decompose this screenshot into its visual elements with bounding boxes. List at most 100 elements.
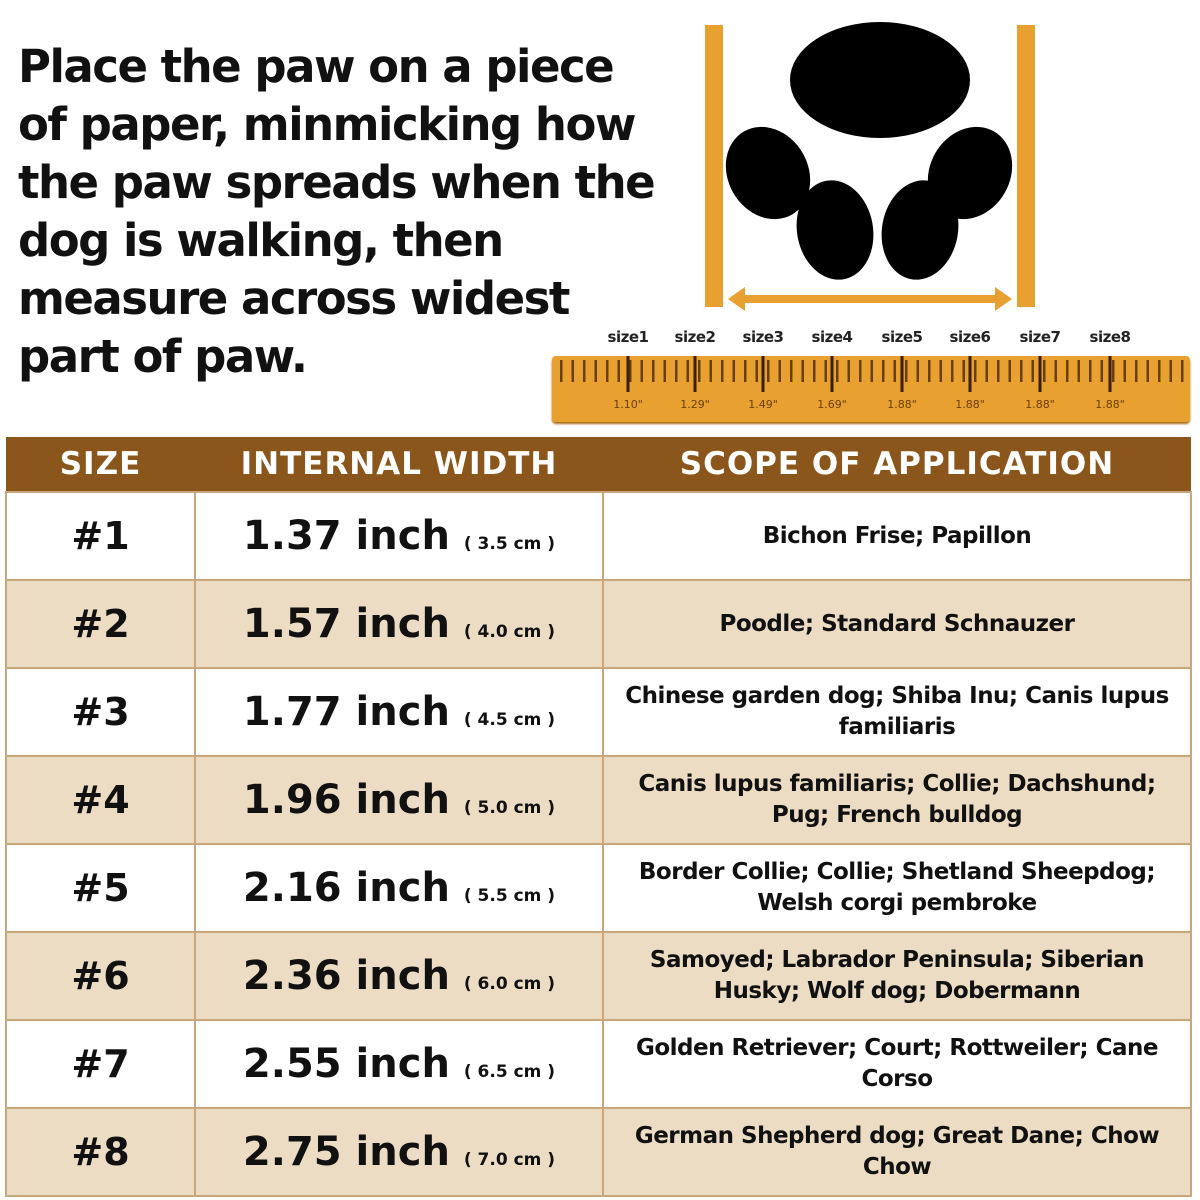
ruler-size-label: size6 [949, 328, 991, 346]
width-cell: 2.75 inch ( 7.0 cm ) [194, 1107, 604, 1197]
ruler-size-label: size4 [811, 328, 853, 346]
ruler-value-label: 1.88" [887, 398, 917, 411]
ruler-tick [1054, 360, 1057, 382]
left-guide-bar [705, 25, 723, 307]
width-arrow-icon [728, 287, 1012, 311]
width-cell: 1.37 inch ( 3.5 cm ) [194, 491, 604, 581]
ruler-tick [790, 360, 793, 382]
size-cell: #3 [5, 667, 196, 757]
ruler-size-label: size3 [742, 328, 784, 346]
size-marker [1038, 356, 1042, 392]
ruler-value-label: 1.10" [613, 398, 643, 411]
width-cm: ( 4.0 cm ) [463, 622, 556, 642]
width-cell: 2.55 inch ( 6.5 cm ) [194, 1019, 604, 1109]
ruler-size-label: size8 [1089, 328, 1131, 346]
ruler-tick [709, 360, 712, 382]
width-cm: ( 5.5 cm ) [463, 886, 556, 906]
ruler-tick [905, 360, 908, 382]
ruler-tick [686, 360, 689, 382]
ruler-tick [801, 360, 804, 382]
ruler-tick [985, 360, 988, 382]
ruler [552, 356, 1190, 422]
width-inch: 1.96 inch [242, 777, 450, 823]
table-row: #8 2.75 inch ( 7.0 cm ) German Shepherd … [5, 1107, 1192, 1197]
ruler-value-label: 1.88" [1025, 398, 1055, 411]
size-marker [1108, 356, 1112, 392]
ruler-tick [1031, 360, 1034, 382]
table-row: #2 1.57 inch ( 4.0 cm ) Poodle; Standard… [5, 579, 1192, 669]
ruler-size-label: size7 [1019, 328, 1061, 346]
ruler-tick [974, 360, 977, 382]
header-scope: SCOPE OF APPLICATION [603, 437, 1191, 492]
width-cm: ( 4.5 cm ) [463, 710, 556, 730]
ruler-size-label: size2 [674, 328, 716, 346]
size-marker [761, 356, 765, 392]
ruler-tick [1112, 360, 1115, 382]
table-row: #7 2.55 inch ( 6.5 cm ) Golden Retriever… [5, 1019, 1192, 1109]
ruler-tick [1135, 360, 1138, 382]
scope-cell: Poodle; Standard Schnauzer [602, 579, 1192, 669]
ruler-value-label: 1.88" [955, 398, 985, 411]
header-width: INTERNAL WIDTH [195, 437, 603, 492]
width-cm: ( 6.5 cm ) [463, 1062, 556, 1082]
ruler-size-label: size1 [607, 328, 649, 346]
ruler-tick [640, 360, 643, 382]
scope-cell: Chinese garden dog; Shiba Inu; Canis lup… [602, 667, 1192, 757]
scope-cell: Bichon Frise; Papillon [602, 491, 1192, 581]
header-size: SIZE [6, 437, 195, 492]
width-cm: ( 3.5 cm ) [463, 534, 556, 554]
ruler-value-label: 1.29" [680, 398, 710, 411]
ruler-tick [962, 360, 965, 382]
ruler-tick [1123, 360, 1126, 382]
ruler-tick [1089, 360, 1092, 382]
ruler-tick [1066, 360, 1069, 382]
scope-cell: German Shepherd dog; Great Dane; Chow Ch… [602, 1107, 1192, 1197]
ruler-tick [583, 360, 586, 382]
size-marker [830, 356, 834, 392]
size-cell: #7 [5, 1019, 196, 1109]
ruler-value-label: 1.69" [817, 398, 847, 411]
table-row: #4 1.96 inch ( 5.0 cm ) Canis lupus fami… [5, 755, 1192, 845]
ruler-size-label: size5 [881, 328, 923, 346]
size-table: SIZE INTERNAL WIDTH SCOPE OF APPLICATION… [5, 437, 1192, 1197]
width-inch: 1.57 inch [242, 601, 450, 647]
ruler-tick [560, 360, 563, 382]
ruler-tick [652, 360, 655, 382]
table-row: #3 1.77 inch ( 4.5 cm ) Chinese garden d… [5, 667, 1192, 757]
width-cell: 1.96 inch ( 5.0 cm ) [194, 755, 604, 845]
right-guide-bar [1017, 25, 1035, 307]
ruler-tick [1100, 360, 1103, 382]
width-cm: ( 7.0 cm ) [463, 1150, 556, 1170]
ruler-tick [870, 360, 873, 382]
ruler-tick [1158, 360, 1161, 382]
size-marker [626, 356, 630, 392]
paw-measure-illustration [705, 22, 1035, 311]
ruler-tick [606, 360, 609, 382]
ruler-tick [836, 360, 839, 382]
scope-cell: Samoyed; Labrador Peninsula; Siberian Hu… [602, 931, 1192, 1021]
size-cell: #1 [5, 491, 196, 581]
ruler-tick [617, 360, 620, 382]
size-marker [968, 356, 972, 392]
ruler-tick [594, 360, 597, 382]
width-cm: ( 5.0 cm ) [463, 798, 556, 818]
width-inch: 2.75 inch [242, 1129, 450, 1175]
ruler-tick [1020, 360, 1023, 382]
width-inch: 2.55 inch [242, 1041, 450, 1087]
ruler-tick [893, 360, 896, 382]
ruler-tick [928, 360, 931, 382]
width-inch: 2.16 inch [242, 865, 450, 911]
width-cm: ( 6.0 cm ) [463, 974, 556, 994]
ruler-tick [629, 360, 632, 382]
ruler-tick [571, 360, 574, 382]
ruler-value-label: 1.88" [1095, 398, 1125, 411]
ruler-tick [1181, 360, 1184, 382]
size-cell: #2 [5, 579, 196, 669]
ruler-tick [824, 360, 827, 382]
ruler-tick [675, 360, 678, 382]
ruler-tick [859, 360, 862, 382]
width-cell: 2.36 inch ( 6.0 cm ) [194, 931, 604, 1021]
ruler-tick [767, 360, 770, 382]
paw-icon [725, 22, 1013, 280]
ruler-tick [1146, 360, 1149, 382]
